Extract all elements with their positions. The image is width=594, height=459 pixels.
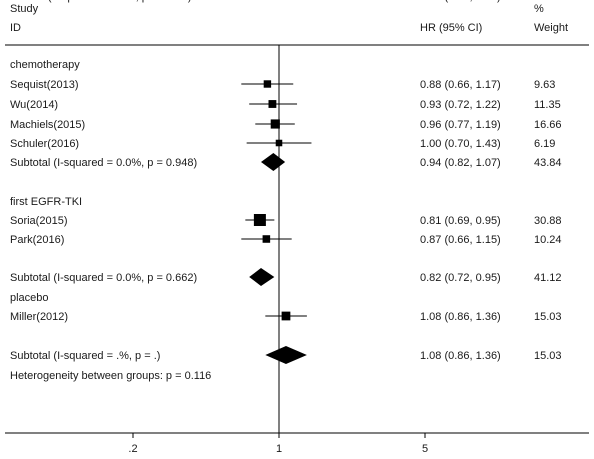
row-label-subtotal: Subtotal (I-squared = 0.0%, p = 0.662) (10, 272, 197, 284)
study-marker (253, 214, 266, 226)
row-label-study: Soria(2015) (10, 215, 67, 227)
row-weight: 15.03 (534, 311, 562, 323)
row-label-study: Wu(2014) (10, 99, 58, 111)
subtotal-diamond (265, 346, 307, 364)
row-ci: 0.88 (0.66, 1.17) (420, 79, 501, 91)
row-weight: 11.35 (534, 99, 561, 111)
header-weight-pct: % (534, 3, 544, 15)
row-label-study: Miller(2012) (10, 311, 68, 323)
row-ci: 0.91 (0.83, 0.99) (420, 0, 501, 3)
row-label-study: Park(2016) (10, 234, 64, 246)
row-weight: 30.88 (534, 215, 562, 227)
row-ci: 0.82 (0.72, 0.95) (420, 272, 501, 284)
header-id: ID (10, 22, 21, 34)
study-marker (268, 100, 277, 108)
row-ci: 0.81 (0.69, 0.95) (420, 215, 501, 227)
row-ci: 1.08 (0.86, 1.36) (420, 311, 501, 323)
row-label-study: Machiels(2015) (10, 119, 85, 131)
header-weight: Weight (534, 22, 568, 34)
row-weight: 16.66 (534, 119, 562, 131)
x-tick-label: 5 (422, 443, 428, 455)
row-weight: 6.19 (534, 138, 555, 150)
row-ci: 0.87 (0.66, 1.15) (420, 234, 501, 246)
row-weight: 100.00 (534, 0, 568, 3)
row-ci: 0.93 (0.72, 1.22) (420, 99, 501, 111)
row-ci: 1.08 (0.86, 1.36) (420, 350, 501, 362)
row-ci: 1.00 (0.70, 1.43) (420, 138, 501, 150)
x-tick-label: .2 (128, 443, 137, 455)
row-label-note: Heterogeneity between groups: p = 0.116 (10, 370, 211, 382)
row-label-study: Schuler(2016) (10, 138, 79, 150)
row-label-subtotal: Subtotal (I-squared = .%, p = .) (10, 350, 160, 362)
header-effect: HR (95% CI) (420, 22, 482, 34)
study-marker (263, 80, 272, 88)
row-weight: 15.03 (534, 350, 562, 362)
row-label-subtotal: Subtotal (I-squared = 0.0%, p = 0.948) (10, 157, 197, 169)
row-label-study: Sequist(2013) (10, 79, 79, 91)
row-label-group: chemotherapy (10, 59, 80, 71)
header-study: Study (10, 3, 39, 15)
x-tick-label: 1 (276, 443, 282, 455)
row-weight: 10.24 (534, 234, 562, 246)
row-label-group: first EGFR-TKI (10, 196, 82, 208)
row-ci: 0.94 (0.82, 1.07) (420, 157, 501, 169)
subtotal-diamond (249, 268, 275, 286)
row-weight: 9.63 (534, 79, 555, 91)
study-marker (270, 119, 280, 129)
study-marker (262, 235, 271, 243)
subtotal-diamond (260, 153, 286, 171)
row-weight: 41.12 (534, 272, 562, 284)
row-ci: 0.96 (0.77, 1.19) (420, 119, 501, 131)
row-label-group: placebo (10, 292, 49, 304)
study-marker (281, 311, 291, 321)
row-weight: 43.84 (534, 157, 562, 169)
row-label-overall: Overall (I-squared = 0.0%, p = 0.562) (10, 0, 192, 3)
